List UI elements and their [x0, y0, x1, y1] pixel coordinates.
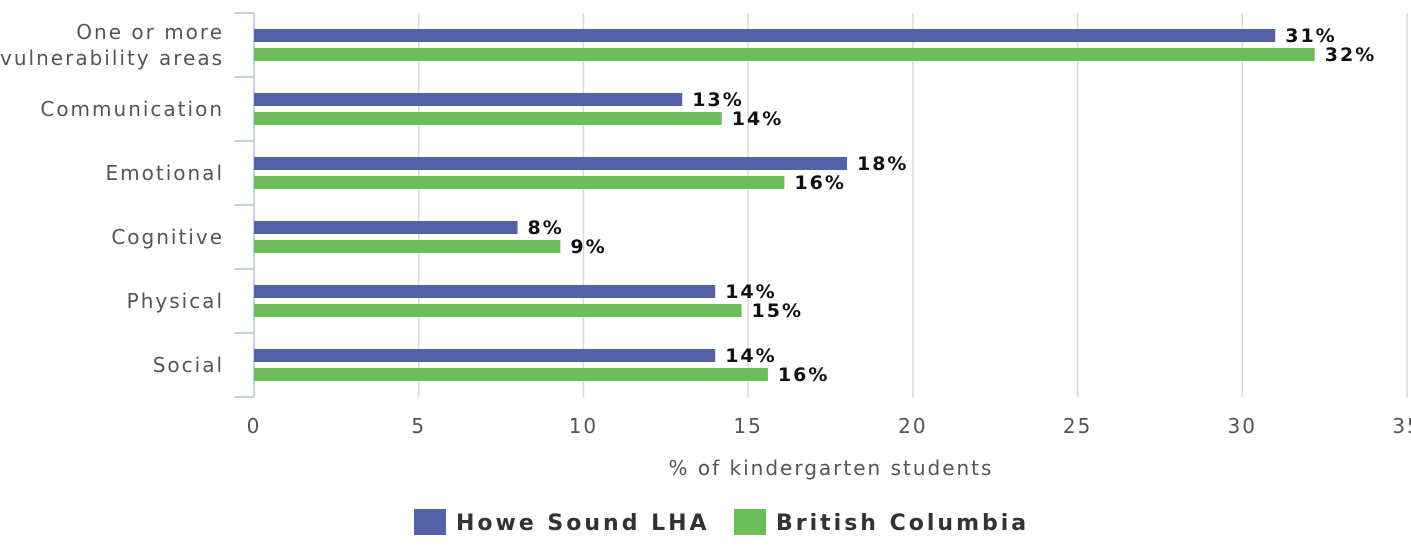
bar[interactable]: [254, 48, 1315, 61]
bar[interactable]: [254, 93, 683, 106]
data-label: 14%: [725, 281, 776, 303]
category-label: Emotional: [106, 161, 224, 185]
category-label: vulnerability areas: [0, 46, 224, 70]
category-label: Social: [153, 353, 224, 377]
bar[interactable]: [254, 112, 722, 125]
bars: [254, 29, 1315, 381]
data-label: 9%: [570, 236, 606, 258]
bar[interactable]: [254, 221, 518, 234]
data-label: 18%: [857, 153, 908, 175]
bar[interactable]: [254, 176, 785, 189]
category-label: Communication: [40, 97, 224, 121]
bar[interactable]: [254, 240, 561, 253]
category-label: Cognitive: [111, 225, 224, 249]
x-tick-label: 35: [1392, 414, 1411, 438]
x-tick-label: 20: [898, 414, 927, 438]
x-axis-title: % of kindergarten students: [669, 456, 994, 480]
data-labels: 31%32%13%14%18%16%8%9%14%15%14%16%: [528, 25, 1376, 386]
x-tick-label: 0: [247, 414, 262, 438]
category-axis: [234, 12, 255, 398]
legend-swatch: [734, 509, 766, 535]
data-label: 8%: [528, 217, 564, 239]
bar[interactable]: [254, 349, 716, 362]
legend[interactable]: Howe Sound LHA British Columbia: [414, 509, 1029, 536]
bar[interactable]: [254, 304, 742, 317]
x-tick-label: 25: [1063, 414, 1092, 438]
data-label: 32%: [1325, 44, 1376, 66]
bar[interactable]: [254, 285, 716, 298]
data-label: 14%: [732, 108, 783, 130]
legend-item[interactable]: Howe Sound LHA: [414, 509, 710, 536]
bar[interactable]: [254, 368, 768, 381]
x-tick-label: 10: [569, 414, 598, 438]
legend-label: British Columbia: [776, 511, 1029, 536]
data-label: 14%: [725, 345, 776, 367]
x-tick-label: 15: [733, 414, 762, 438]
x-tick-label: 5: [411, 414, 426, 438]
data-label: 15%: [752, 300, 803, 322]
data-label: 13%: [692, 89, 743, 111]
bar[interactable]: [254, 29, 1276, 42]
data-label: 31%: [1285, 25, 1336, 47]
bar[interactable]: [254, 157, 847, 170]
gridlines: [417, 13, 1408, 397]
category-label: One or more: [76, 20, 224, 44]
legend-swatch: [414, 509, 446, 535]
data-label: 16%: [778, 364, 829, 386]
legend-item[interactable]: British Columbia: [734, 509, 1029, 536]
x-tick-labels: 0 5 10 15 20 25 30 35: [247, 414, 1411, 438]
x-tick-label: 30: [1228, 414, 1257, 438]
data-label: 16%: [794, 172, 845, 194]
legend-label: Howe Sound LHA: [456, 511, 710, 536]
category-label: Physical: [127, 289, 224, 313]
